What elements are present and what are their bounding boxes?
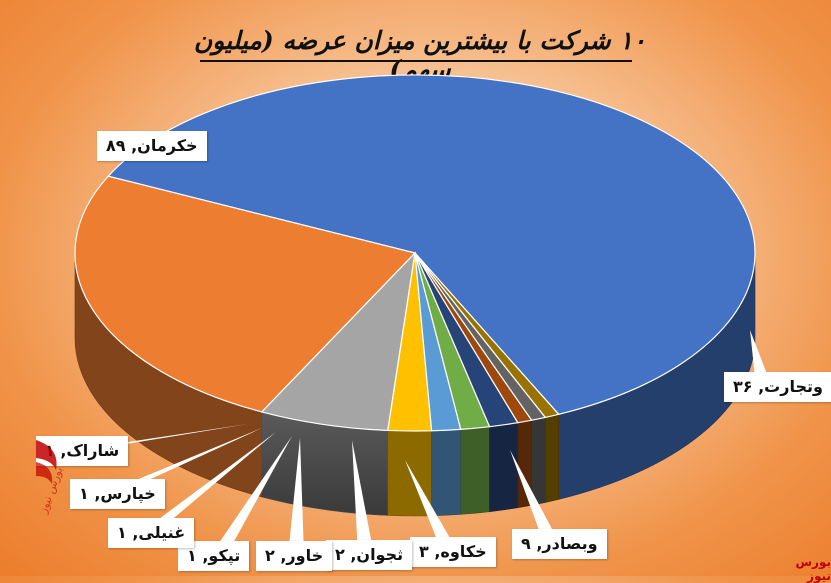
bourse-news-logo: بورس نیوز	[36, 440, 65, 516]
label-pointer-ثجوان-۲	[352, 440, 374, 555]
label-وبصادر-۹: وبصادر, ۹	[512, 529, 607, 559]
label-pointer-خپارس-۱	[102, 428, 262, 494]
label-خکرمان-۸۹: خکرمان, ۸۹	[97, 131, 207, 161]
pie-slice-خکرمان-۸۹	[107, 74, 756, 415]
label-pointer-غنیلی-۱	[140, 432, 276, 533]
chart-title: ۱۰ شرکت با بیشترین میزان عرضه (میلیون سه…	[193, 26, 647, 84]
pie-slice-وبصادر-۹	[260, 251, 416, 432]
pie-side-شاراک-۱	[545, 413, 559, 503]
title-underline	[200, 60, 632, 62]
label-خپارس-۱: خپارس, ۱	[70, 479, 165, 509]
label-غنیلی-۱: غنیلی, ۱	[108, 518, 195, 548]
label-خاور-۲: خاور, ۲	[256, 541, 333, 571]
pie-slice-شاراک-۱	[414, 252, 560, 419]
label-خکاوه-۳: خکاوه, ۳	[410, 537, 496, 567]
label-pointer-وبصادر-۹	[510, 450, 560, 544]
label-وتجارت-۳۶: وتجارت, ۳۶	[724, 372, 831, 402]
pie-slice-وتجارت-۳۶	[74, 175, 417, 413]
label-ثجوان-۲: ثجوان, ۲	[326, 540, 413, 570]
label-pointer-تپکو-۱	[210, 436, 292, 556]
pie-side-ثجوان-۲	[431, 429, 462, 517]
watermark-text: بورس نیوز	[795, 555, 831, 583]
pie-side-خاور-۲	[460, 426, 490, 515]
pie-side-تپکو-۱	[489, 422, 519, 513]
label-pointer-خاور-۲	[288, 438, 304, 556]
label-pointer-خکاوه-۳	[405, 460, 458, 552]
pie-side-خپارس-۱	[531, 417, 546, 506]
